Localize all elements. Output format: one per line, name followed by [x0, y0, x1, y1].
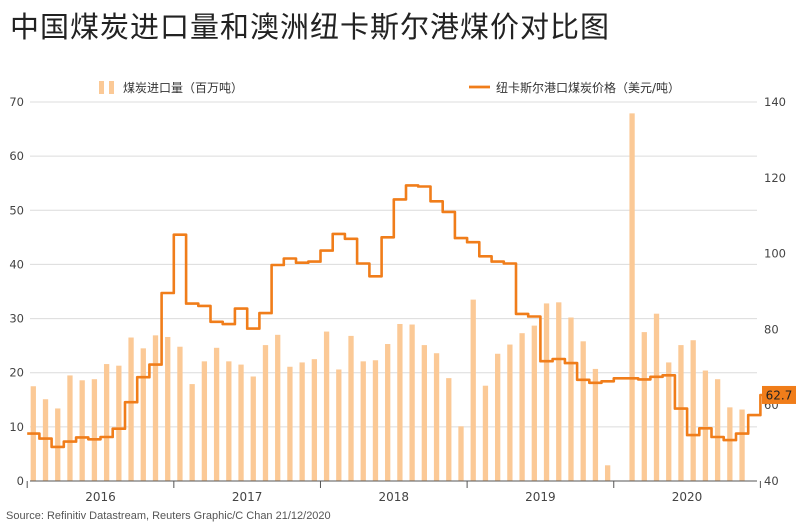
import-bar [79, 380, 85, 481]
import-bar [275, 334, 281, 481]
import-bar [323, 331, 330, 481]
import-bar [140, 348, 146, 481]
import-bar [189, 384, 195, 481]
end-label-value: 62.7 [766, 388, 793, 402]
import-bar [250, 376, 256, 481]
import-bar [543, 303, 550, 481]
left-axis-tick-label: 70 [9, 95, 24, 109]
import-bar [495, 353, 501, 481]
import-bar [177, 346, 183, 481]
import-bar [165, 336, 171, 481]
import-bar [299, 362, 305, 481]
import-bar [91, 379, 98, 481]
import-bar [360, 361, 366, 481]
left-axis-tick-label: 50 [9, 203, 24, 217]
import-bar [556, 302, 562, 481]
x-axis-year-label: 2019 [525, 490, 556, 504]
import-bar [531, 325, 537, 481]
legend-bar-swatch [99, 81, 104, 94]
left-axis-tick-label: 0 [17, 474, 24, 488]
import-bar [201, 361, 208, 481]
import-bar [739, 409, 745, 481]
import-bar [727, 407, 733, 481]
price-line [27, 184, 773, 449]
import-bar [103, 364, 110, 481]
import-bar [213, 347, 220, 481]
import-bar [409, 324, 415, 481]
end-label-box [762, 385, 796, 404]
import-bar [385, 344, 391, 481]
import-bar [666, 362, 672, 481]
import-bar [690, 340, 696, 481]
import-bar [458, 426, 464, 481]
import-bar [152, 335, 159, 481]
x-axis-year-label: 2016 [85, 490, 116, 504]
x-axis-year-label: 2018 [379, 490, 410, 504]
import-bar [433, 353, 440, 481]
left-axis-tick-label: 20 [9, 366, 24, 380]
import-bar [262, 345, 269, 481]
import-bar [348, 335, 354, 481]
import-bar [336, 369, 342, 481]
import-bar [311, 359, 318, 481]
left-axis-tick-label: 40 [9, 257, 24, 271]
import-bar [55, 408, 61, 481]
import-bar [592, 368, 599, 481]
import-bar [482, 385, 489, 481]
import-bar [470, 299, 476, 481]
left-axis-tick-label: 60 [9, 149, 24, 163]
import-bar [67, 375, 73, 481]
import-bar [629, 113, 635, 482]
import-bar [421, 345, 427, 481]
source-note: Source: Refinitiv Datastream, Reuters Gr… [6, 510, 331, 522]
right-axis-tick-label: 80 [764, 322, 779, 336]
right-axis-tick-label: 40 [764, 474, 779, 488]
left-axis-tick-label: 10 [9, 420, 24, 434]
import-bar [702, 370, 709, 481]
import-bar [287, 366, 293, 481]
legend-line-label: 纽卡斯尔港口煤炭价格（美元/吨） [496, 80, 680, 95]
import-bar [604, 465, 611, 481]
import-bar [397, 323, 403, 481]
import-bar [641, 332, 647, 481]
import-bar [653, 313, 660, 481]
import-bar [519, 333, 525, 481]
left-axis-tick-label: 30 [9, 312, 24, 326]
x-axis-year-label: 2017 [232, 490, 263, 504]
import-bar [446, 378, 452, 481]
right-axis-tick-label: 100 [764, 247, 786, 261]
legend-bar-label: 煤炭进口量（百万吨） [123, 81, 243, 95]
import-bar [226, 361, 232, 481]
import-bar [580, 341, 586, 481]
right-axis-tick-label: 120 [764, 171, 786, 185]
import-bar [507, 344, 513, 481]
right-axis-tick-label: 140 [764, 95, 786, 109]
import-bar [714, 379, 721, 481]
import-bar [42, 399, 49, 481]
x-axis-year-label: 2020 [672, 490, 703, 504]
import-bar [238, 364, 244, 481]
import-bar [128, 337, 134, 481]
page-title: 中国煤炭进口量和澳洲纽卡斯尔港煤价对比图 [10, 10, 611, 44]
import-bar [116, 365, 122, 481]
import-bar [678, 345, 684, 481]
import-bar [568, 317, 574, 481]
import-bar [372, 360, 379, 481]
legend-bar-swatch [109, 81, 114, 94]
